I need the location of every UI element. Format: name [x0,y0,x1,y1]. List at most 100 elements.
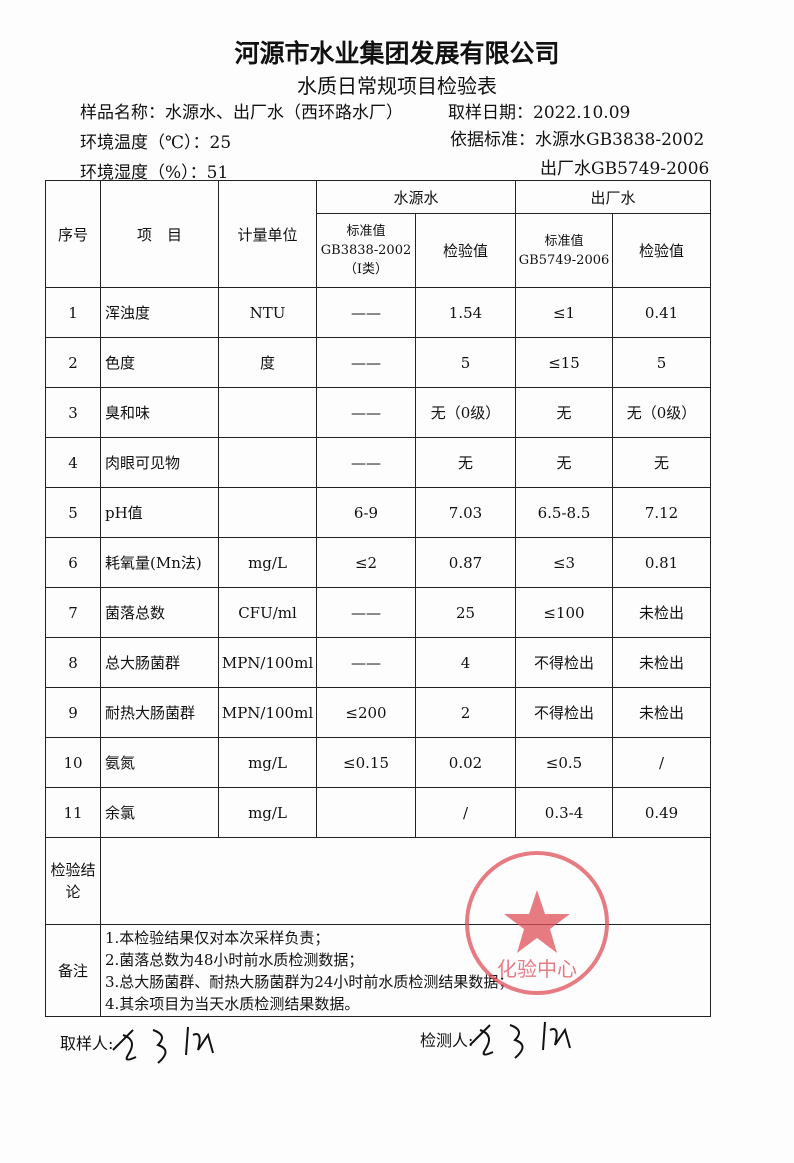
output-standard: 不得检出 [515,637,614,688]
sampler-signature [112,1026,214,1064]
unit: 度 [218,337,317,388]
source-value: 25 [414,587,517,638]
source-standard: 6-9 [316,487,416,538]
unit: mg/L [218,537,317,588]
humidity: 环境湿度（%）：51 [80,163,229,183]
row-number: 9 [45,687,101,738]
note-item: 3.总大肠菌群、耐热大肠菌群为24小时前水质检测结果数据； [105,972,514,991]
unit: mg/L [218,787,317,838]
temperature: 环境温度（℃）：25 [80,133,232,153]
output-standard: 无 [515,437,614,488]
source-value: 0.02 [414,737,517,788]
output-value: 未检出 [612,587,712,638]
output-value: 7.12 [612,487,712,538]
unit [218,437,317,488]
header-output-value: 检验值 [612,213,712,288]
header-source-standard: 标准值 GB3838-2002 （Ⅰ类） [316,213,416,288]
sample-date: 取样日期：2022.10.09 [448,103,631,123]
output-standard: ≤3 [515,537,614,588]
output-value: 5 [612,337,712,388]
source-standard: —— [316,287,416,338]
unit: NTU [218,287,317,338]
output-value: / [612,737,712,788]
output-value: 未检出 [612,637,712,688]
official-stamp: 化验中心 [465,851,609,995]
table-row: 1 浑浊度 NTU —— 1.54 ≤1 0.41 [45,287,712,338]
row-number: 1 [45,287,101,338]
header-no: 序号 [45,180,101,288]
header-output-water: 出厂水 [515,180,712,214]
source-value: 4 [414,637,517,688]
unit [218,487,317,538]
item-name: 耐热大肠菌群 [100,687,219,738]
row-number: 6 [45,537,101,588]
output-value: 0.49 [612,787,712,838]
row-number: 10 [45,737,101,788]
source-value: 2 [414,687,517,738]
notes-list: 1.本检验结果仅对本次采样负责； 2.菌落总数为48小时前水质检测数据； 3.总… [99,924,712,1017]
source-standard: —— [316,637,416,688]
item-name: 肉眼可见物 [100,437,219,488]
item-name: 色度 [100,337,219,388]
table-row: 4 肉眼可见物 —— 无无无 [45,437,712,488]
svg-text:化验中心: 化验中心 [497,957,577,981]
source-value: 无 [414,437,517,488]
table-row: 5 pH值 6-9 7.03 6.5-8.5 7.12 [45,487,712,538]
header-output-standard: 标准值 GB5749-2006 [515,213,614,288]
standard-output: 出厂水GB5749-2006 [540,159,710,179]
source-standard: —— [316,337,416,388]
source-standard: —— [316,587,416,638]
source-value: / [414,787,517,838]
table-row: 6 耗氧量(Mn法) mg/L ≤2 0.87 ≤3 0.81 [45,537,712,588]
table-row: 2 色度度 —— 5 ≤15 5 [45,337,712,388]
output-value: 无（0级） [612,387,712,438]
unit: MPN/100ml [218,637,317,688]
output-standard: ≤15 [515,337,614,388]
table-row: 8 总大肠菌群 MPN/100ml —— 4 不得检出 未检出 [45,637,712,688]
output-standard: 0.3-4 [515,787,614,838]
item-name: 耗氧量(Mn法) [100,537,219,588]
row-number: 2 [45,337,101,388]
sampler-label: 取样人: [60,1034,114,1053]
source-standard: ≤2 [316,537,416,588]
results-table: 序号 项 目 计量单位 水源水 出厂水 标准值 GB3838-2002 （Ⅰ类）… [45,180,712,1017]
source-standard: —— [316,387,416,438]
note-item: 4.其余项目为当天水质检测结果数据。 [105,994,360,1013]
item-name: 总大肠菌群 [100,637,219,688]
tester-signature [469,1021,571,1059]
source-value: 1.54 [414,287,517,338]
row-number: 8 [45,637,101,688]
source-standard: ≤0.15 [316,737,416,788]
table-row: 10 氨氮 mg/L ≤0.15 0.02 ≤0.5/ [45,737,712,788]
unit [218,387,317,438]
conclusion-text [99,837,712,925]
source-value: 5 [414,337,517,388]
item-name: 浑浊度 [100,287,219,338]
source-standard: —— [316,437,416,488]
source-value: 7.03 [414,487,517,538]
output-value: 0.81 [612,537,712,588]
company-title: 河源市水业集团发展有限公司 [234,39,560,68]
output-standard: ≤100 [515,587,614,638]
row-number: 7 [45,587,101,638]
note-item: 2.菌落总数为48小时前水质检测数据； [105,950,364,969]
sample-name: 样品名称：水源水、出厂水（西环路水厂） [80,103,403,123]
output-standard: ≤1 [515,287,614,338]
row-number: 5 [45,487,101,538]
source-standard: ≤200 [316,687,416,738]
output-value: 0.41 [612,287,712,338]
item-name: pH值 [100,487,219,538]
unit: mg/L [218,737,317,788]
table-row: 11 余氯 mg/L /0.3-4 0.49 [45,787,712,838]
output-standard: ≤0.5 [515,737,614,788]
output-standard: 不得检出 [515,687,614,738]
unit: MPN/100ml [218,687,317,738]
source-value: 无（0级） [414,387,517,438]
table-row: 7 菌落总数 CFU/ml —— 25 ≤100 未检出 [45,587,712,638]
source-value: 0.87 [414,537,517,588]
tester-label: 检测人: [420,1031,474,1050]
item-name: 菌落总数 [100,587,219,638]
header-unit: 计量单位 [218,180,317,288]
row-number: 11 [45,787,101,838]
